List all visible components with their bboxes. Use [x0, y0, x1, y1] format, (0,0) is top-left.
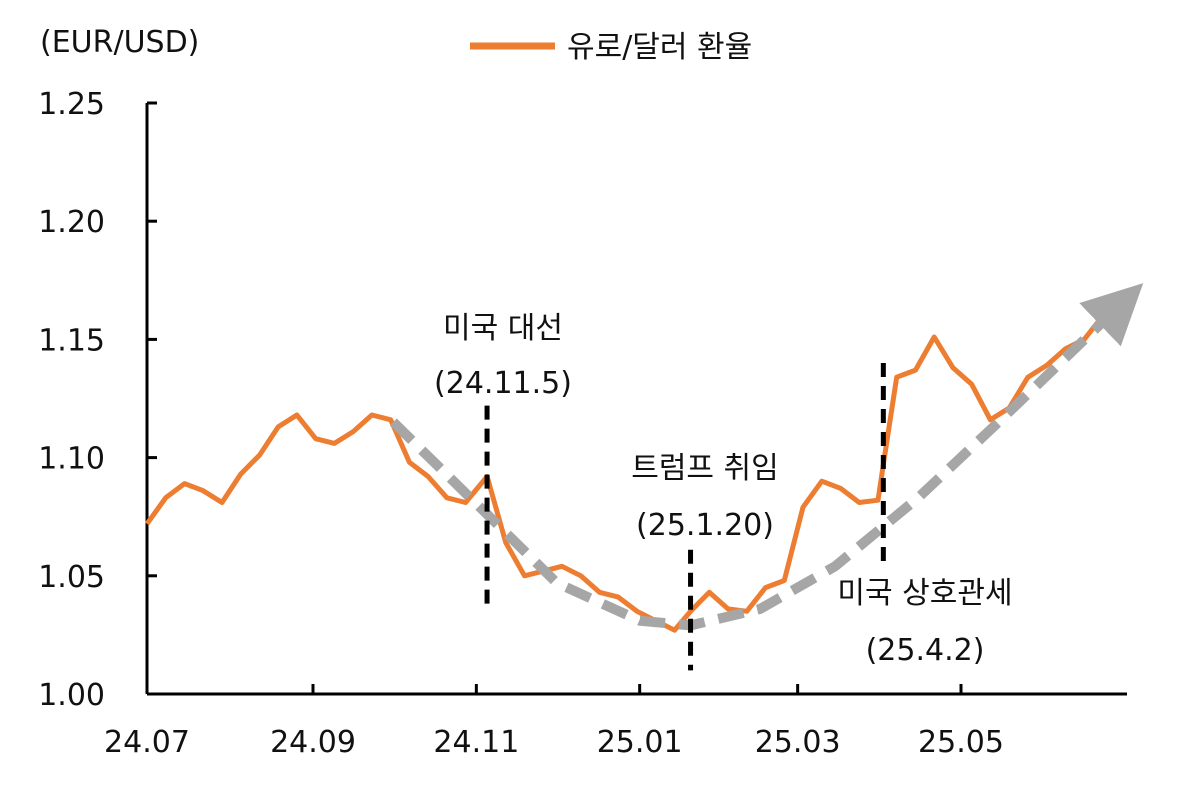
event-markers: 미국 대선 (24.11.5) 트럼프 취임 (25.1.20) 미국 상호관세 (25.… — [434, 311, 1013, 671]
y-unit-label: (EUR/USD) — [40, 25, 199, 60]
legend-label: 유로/달러 환율 — [567, 30, 752, 65]
legend: 유로/달러 환율 — [470, 30, 752, 65]
event-label: 미국 대선 — [443, 311, 563, 346]
x-tick-label: 25.01 — [597, 725, 683, 760]
x-tick-label: 25.05 — [918, 725, 1004, 760]
x-tick-label: 24.11 — [433, 725, 519, 760]
y-tick-label: 1.25 — [38, 87, 105, 122]
y-tick-label: 1.00 — [38, 678, 105, 713]
x-tick-label: 25.03 — [755, 725, 841, 760]
trend-arrow — [389, 283, 1144, 631]
y-tick-label: 1.05 — [38, 560, 105, 595]
event-date-label: (25.1.20) — [636, 508, 774, 543]
y-tick-label: 1.20 — [38, 205, 105, 240]
x-tick-label: 24.09 — [270, 725, 356, 760]
event-date-label: (25.4.2) — [866, 633, 985, 668]
event-label: 미국 상호관세 — [837, 576, 1012, 611]
event-label: 트럼프 취임 — [631, 451, 779, 486]
x-tick-label: 24.07 — [104, 725, 190, 760]
y-ticks: 1.00 1.05 1.10 1.15 1.20 1.25 — [38, 87, 157, 713]
rate-series-line — [144, 290, 1124, 633]
event-date-label: (24.11.5) — [434, 366, 572, 401]
x-ticks: 24.07 24.09 24.11 25.01 25.03 25.05 — [104, 684, 1004, 760]
y-tick-label: 1.10 — [38, 442, 105, 477]
y-tick-label: 1.15 — [38, 323, 105, 358]
